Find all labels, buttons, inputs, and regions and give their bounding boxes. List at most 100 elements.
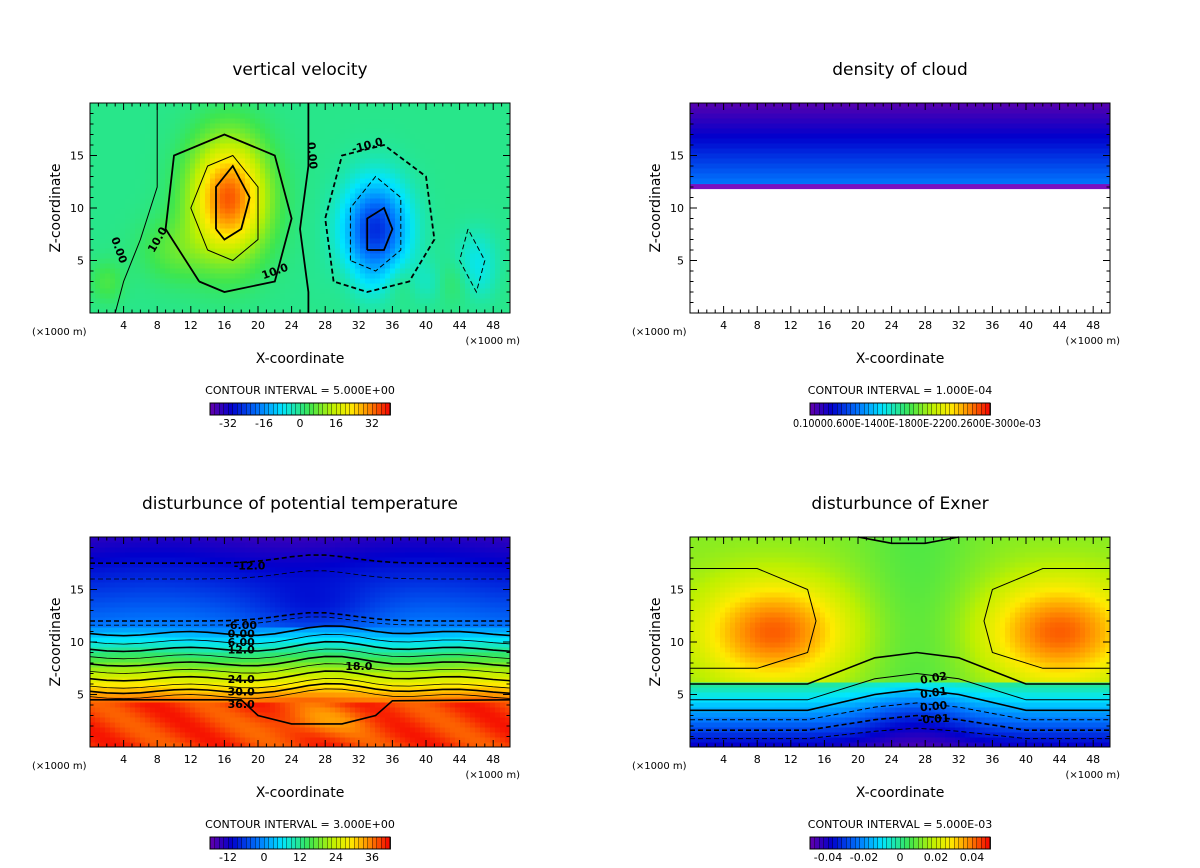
heatmap-cell — [95, 168, 101, 174]
heatmap-cell — [495, 168, 501, 174]
heatmap-cell — [265, 193, 271, 199]
heatmap-cell — [270, 228, 276, 234]
heatmap-cell — [340, 278, 346, 284]
heatmap-cell — [1000, 153, 1006, 159]
heatmap-cell — [415, 158, 421, 164]
heatmap-cell — [495, 193, 501, 199]
heatmap-cell — [330, 228, 336, 234]
heatmap-cell — [185, 118, 191, 124]
heatmap-cell — [350, 183, 356, 189]
heatmap-cell — [690, 103, 696, 109]
heatmap-cell — [805, 168, 811, 174]
heatmap-cell — [465, 293, 471, 299]
heatmap-cell — [140, 198, 146, 204]
heatmap-cell — [210, 263, 216, 269]
heatmap-cell — [345, 178, 351, 184]
heatmap-cell — [400, 153, 406, 159]
heatmap-cell — [145, 143, 151, 149]
heatmap-cell — [340, 208, 346, 214]
heatmap-cell — [345, 113, 351, 119]
heatmap-cell — [230, 133, 236, 139]
heatmap-cell — [110, 228, 116, 234]
heatmap-cell — [220, 303, 226, 309]
heatmap-cell — [175, 288, 181, 294]
heatmap-cell — [450, 263, 456, 269]
heatmap-cell — [125, 133, 131, 139]
heatmap-cell — [390, 158, 396, 164]
heatmap-cell — [335, 258, 341, 264]
heatmap-cell — [850, 168, 856, 174]
heatmap-cell — [290, 123, 296, 129]
heatmap-cell — [345, 243, 351, 249]
heatmap-cell — [1000, 158, 1006, 164]
heatmap-cell — [435, 283, 441, 289]
heatmap-cell — [240, 288, 246, 294]
heatmap-cell — [100, 268, 106, 274]
heatmap-cell — [205, 113, 211, 119]
heatmap-cell — [230, 273, 236, 279]
heatmap-cell — [330, 238, 336, 244]
heatmap-cell — [850, 103, 856, 109]
heatmap-cell — [360, 278, 366, 284]
heatmap-cell — [485, 303, 491, 309]
heatmap-cell — [705, 128, 711, 134]
heatmap-cell — [500, 213, 506, 219]
heatmap-cell — [210, 163, 216, 169]
heatmap-cell — [370, 278, 376, 284]
heatmap-cell — [995, 123, 1001, 129]
heatmap-cell — [255, 258, 261, 264]
heatmap-cell — [430, 158, 436, 164]
heatmap-cell — [810, 143, 816, 149]
heatmap-cell — [810, 128, 816, 134]
heatmap-cell — [380, 148, 386, 154]
heatmap-cell — [985, 173, 991, 179]
heatmap-cell — [900, 113, 906, 119]
heatmap-cell — [145, 148, 151, 154]
heatmap-cell — [380, 243, 386, 249]
heatmap-cell — [330, 218, 336, 224]
heatmap-cell — [1055, 178, 1061, 184]
heatmap-cell — [710, 138, 716, 144]
heatmap-cell — [715, 148, 721, 154]
heatmap-cell — [430, 118, 436, 124]
heatmap-cell — [375, 163, 381, 169]
heatmap-cell — [495, 273, 501, 279]
heatmap-cell — [1035, 113, 1041, 119]
heatmap-cell — [430, 278, 436, 284]
heatmap-cell — [505, 243, 511, 249]
heatmap-cell — [360, 223, 366, 229]
heatmap-cell — [305, 228, 311, 234]
heatmap-cell — [415, 178, 421, 184]
heatmap-cell — [790, 173, 796, 179]
heatmap-cell — [320, 188, 326, 194]
heatmap-cell — [90, 123, 96, 129]
heatmap-cell — [465, 243, 471, 249]
heatmap-cell — [375, 288, 381, 294]
heatmap-cell — [485, 203, 491, 209]
heatmap-cell — [405, 243, 411, 249]
heatmap-cell — [390, 123, 396, 129]
heatmap-cell — [170, 268, 176, 274]
heatmap-cell — [260, 123, 266, 129]
heatmap-cell — [310, 173, 316, 179]
heatmap-cell — [455, 108, 461, 114]
heatmap-cell — [410, 278, 416, 284]
heatmap-cell — [440, 123, 446, 129]
heatmap-cell — [225, 263, 231, 269]
heatmap-cell — [220, 308, 226, 314]
heatmap-cell — [470, 278, 476, 284]
heatmap-cell — [455, 168, 461, 174]
heatmap-cell — [250, 153, 256, 159]
heatmap-cell — [390, 293, 396, 299]
heatmap-cell — [935, 118, 941, 124]
heatmap-cell — [180, 213, 186, 219]
heatmap-cell — [155, 303, 161, 309]
heatmap-cell — [715, 168, 721, 174]
heatmap-cell — [145, 293, 151, 299]
heatmap-cell — [445, 188, 451, 194]
colorbar-swatch — [241, 402, 247, 416]
heatmap-cell — [375, 188, 381, 194]
heatmap-cell — [400, 188, 406, 194]
heatmap-cell — [405, 133, 411, 139]
heatmap-cell — [250, 308, 256, 314]
